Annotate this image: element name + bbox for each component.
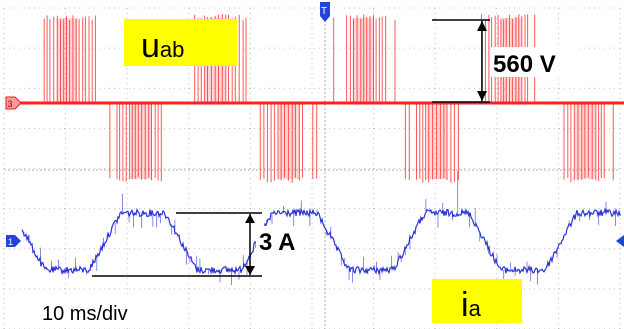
channel-3-marker: 3 — [5, 96, 22, 110]
voltage-pulse-block — [130, 103, 152, 179]
svg-text:T: T — [321, 6, 327, 17]
current-measurement: 3 A — [92, 212, 302, 277]
svg-text:3: 3 — [8, 99, 13, 109]
current-noise — [23, 171, 616, 285]
current-series-label: ia — [432, 279, 522, 324]
voltage-amplitude-label: 560 V — [493, 51, 556, 78]
channel-1-marker: 1 — [6, 235, 21, 247]
current-waveform — [21, 171, 622, 285]
voltage-pulse-block — [426, 103, 448, 179]
trigger-level-arrow — [616, 235, 624, 247]
time-base: 10 ms/div — [30, 297, 162, 326]
trigger-marker: T — [320, 2, 330, 22]
grid — [3, 7, 621, 329]
voltage-waveform — [20, 14, 624, 183]
voltage-series-label: uab — [124, 19, 237, 66]
voltage-pulse-block — [352, 18, 374, 103]
current-amplitude-label: 3 A — [259, 229, 295, 256]
voltage-pulse-block — [56, 18, 78, 103]
time-base-label: 10 ms/div — [42, 303, 128, 325]
svg-text:1: 1 — [8, 237, 13, 247]
svg-text:ia: ia — [461, 286, 482, 324]
voltage-pulse-block — [574, 103, 596, 179]
voltage-measurement: 560 V — [432, 19, 575, 103]
svg-text:uab: uab — [141, 27, 184, 65]
current-trace — [21, 207, 622, 276]
voltage-pulse-block — [278, 103, 300, 179]
